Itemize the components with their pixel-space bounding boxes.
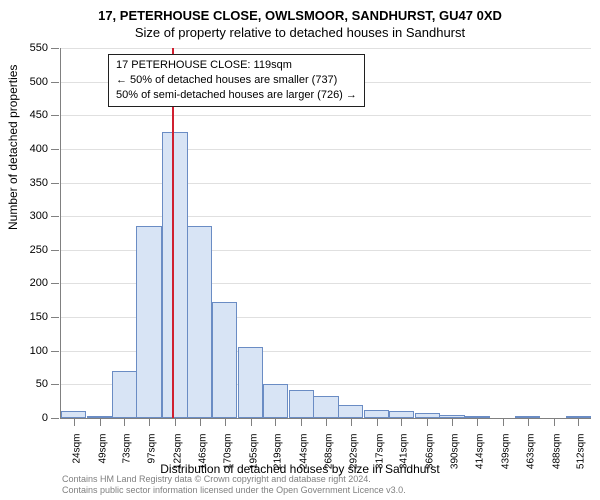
gridline <box>61 149 591 150</box>
x-tick <box>452 418 453 426</box>
x-tick <box>225 418 226 426</box>
x-tick-label: 390sqm <box>450 434 461 484</box>
gridline <box>61 216 591 217</box>
y-tick <box>51 48 59 49</box>
x-tick <box>124 418 125 426</box>
y-tick <box>51 115 59 116</box>
y-tick-label: 500 <box>8 76 48 88</box>
x-tick-label: 414sqm <box>474 434 485 484</box>
y-tick <box>51 216 59 217</box>
chart-title-line2: Size of property relative to detached ho… <box>0 23 600 44</box>
y-tick <box>51 183 59 184</box>
histogram-bar <box>338 405 363 418</box>
gridline <box>61 115 591 116</box>
plot-container: 17 PETERHOUSE CLOSE: 119sqm ← 50% of det… <box>60 48 590 418</box>
y-tick <box>51 149 59 150</box>
x-tick <box>149 418 150 426</box>
copyright-line1: Contains HM Land Registry data © Crown c… <box>62 474 406 485</box>
copyright-line2: Contains public sector information licen… <box>62 485 406 496</box>
gridline <box>61 48 591 49</box>
histogram-bar <box>263 384 288 418</box>
y-tick <box>51 82 59 83</box>
annotation-line3: 50% of semi-detached houses are larger (… <box>116 88 357 103</box>
y-tick-label: 250 <box>8 244 48 256</box>
x-tick <box>401 418 402 426</box>
x-tick <box>377 418 378 426</box>
histogram-bar <box>61 411 86 418</box>
y-tick-label: 200 <box>8 277 48 289</box>
x-tick-label: 463sqm <box>525 434 536 484</box>
x-tick <box>251 418 252 426</box>
x-tick <box>578 418 579 426</box>
annotation-box: 17 PETERHOUSE CLOSE: 119sqm ← 50% of det… <box>108 54 365 107</box>
x-tick <box>427 418 428 426</box>
x-tick-label: 366sqm <box>425 434 436 484</box>
y-tick-label: 300 <box>8 210 48 222</box>
histogram-bar <box>187 226 212 418</box>
gridline <box>61 183 591 184</box>
x-tick <box>351 418 352 426</box>
histogram-bar <box>289 390 314 418</box>
x-tick <box>528 418 529 426</box>
y-tick-label: 450 <box>8 109 48 121</box>
x-tick <box>326 418 327 426</box>
y-tick <box>51 283 59 284</box>
y-tick-label: 0 <box>8 412 48 424</box>
histogram-bar <box>238 347 263 418</box>
y-tick-label: 50 <box>8 378 48 390</box>
x-tick <box>275 418 276 426</box>
x-tick-label: 439sqm <box>500 434 511 484</box>
x-tick <box>175 418 176 426</box>
y-tick <box>51 384 59 385</box>
annotation-line2: ← 50% of detached houses are smaller (73… <box>116 73 357 88</box>
y-tick <box>51 418 59 419</box>
x-tick-label: 512sqm <box>576 434 587 484</box>
y-tick-label: 350 <box>8 177 48 189</box>
chart-title-line1: 17, PETERHOUSE CLOSE, OWLSMOOR, SANDHURS… <box>0 0 600 23</box>
histogram-bar <box>389 411 414 418</box>
y-tick-label: 100 <box>8 345 48 357</box>
x-tick <box>74 418 75 426</box>
annotation-line1: 17 PETERHOUSE CLOSE: 119sqm <box>116 58 357 73</box>
x-tick <box>301 418 302 426</box>
histogram-bar <box>136 226 161 418</box>
histogram-bar <box>313 396 338 418</box>
x-tick <box>100 418 101 426</box>
x-tick <box>200 418 201 426</box>
x-tick-label: 488sqm <box>551 434 562 484</box>
copyright-notice: Contains HM Land Registry data © Crown c… <box>62 474 406 496</box>
histogram-bar <box>364 410 389 418</box>
y-tick <box>51 317 59 318</box>
x-tick <box>477 418 478 426</box>
y-tick-label: 400 <box>8 143 48 155</box>
y-tick-label: 150 <box>8 311 48 323</box>
histogram-bar <box>112 371 137 418</box>
y-tick <box>51 250 59 251</box>
x-tick <box>503 418 504 426</box>
y-tick <box>51 351 59 352</box>
y-tick-label: 550 <box>8 42 48 54</box>
histogram-bar <box>212 302 237 418</box>
x-tick <box>554 418 555 426</box>
histogram-bar <box>162 132 187 418</box>
